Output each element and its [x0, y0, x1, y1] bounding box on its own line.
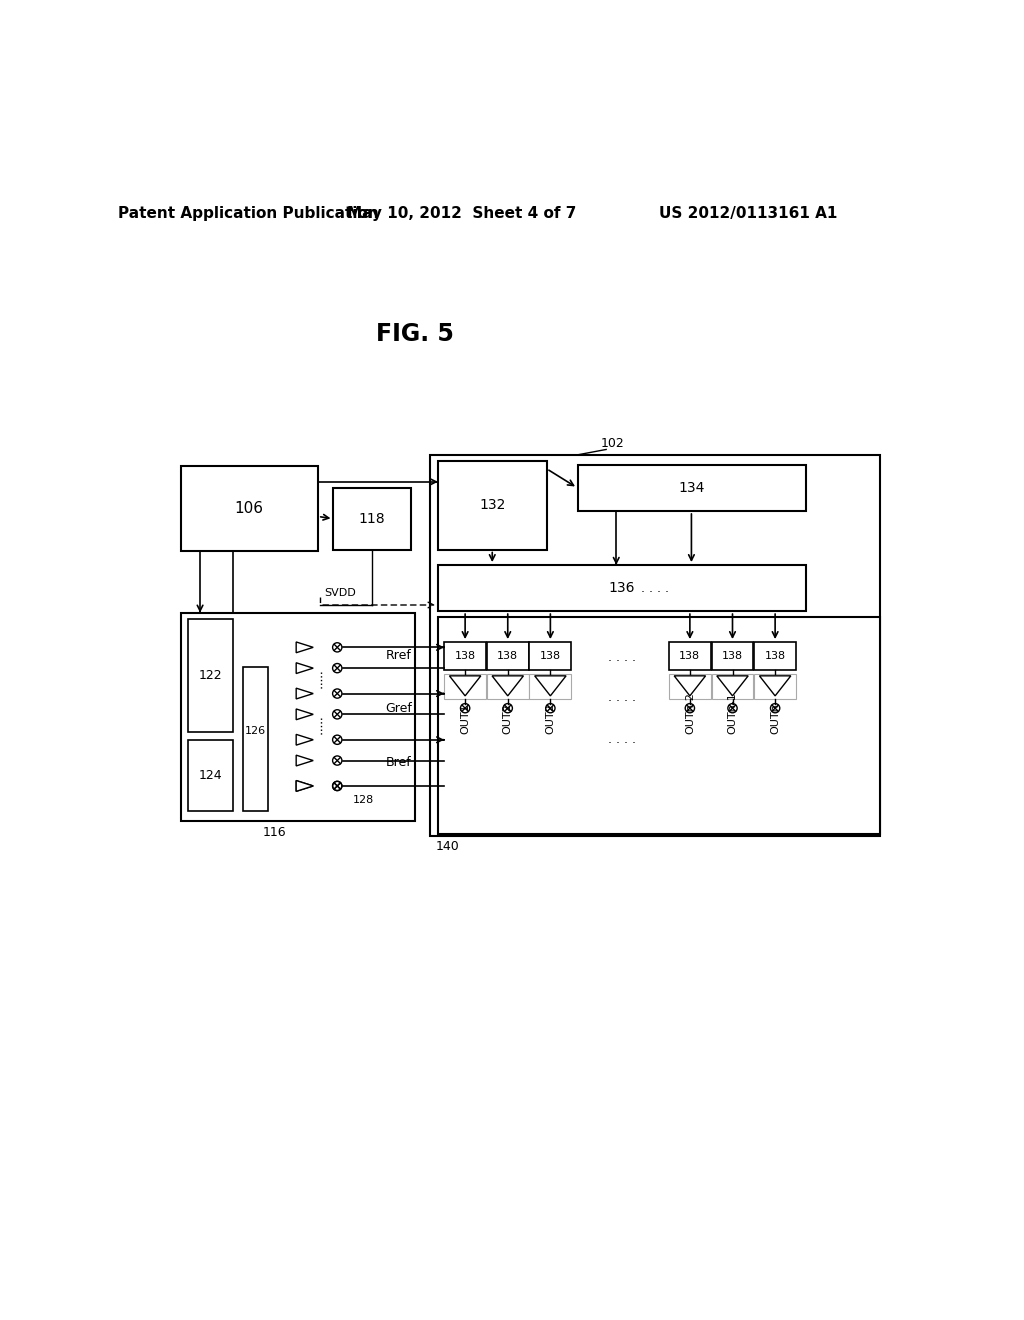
Bar — [180, 466, 317, 552]
Bar — [438, 618, 880, 834]
Text: . . . .: . . . . — [607, 690, 636, 704]
Text: FIG. 5: FIG. 5 — [376, 322, 454, 346]
Bar — [444, 642, 486, 671]
Text: 138: 138 — [455, 651, 476, 661]
Text: 140: 140 — [435, 840, 459, 853]
Polygon shape — [296, 734, 313, 744]
Polygon shape — [493, 676, 523, 696]
Polygon shape — [760, 676, 791, 696]
Text: 136: 136 — [608, 581, 635, 595]
Polygon shape — [535, 676, 566, 696]
Bar — [188, 739, 232, 812]
Text: US 2012/0113161 A1: US 2012/0113161 A1 — [658, 206, 838, 222]
Text: 126: 126 — [245, 726, 265, 737]
Bar — [529, 642, 571, 671]
Text: 118: 118 — [358, 512, 385, 525]
Text: . . . .: . . . . — [607, 733, 636, 746]
Bar — [755, 675, 796, 700]
Bar — [334, 488, 411, 549]
Text: SVDD: SVDD — [324, 587, 355, 598]
Polygon shape — [296, 663, 313, 673]
Bar — [486, 675, 528, 700]
Bar — [712, 675, 754, 700]
Text: . . . .: . . . . — [607, 651, 636, 664]
Bar — [180, 612, 415, 821]
Text: Bref: Bref — [385, 756, 411, 770]
Text: 132: 132 — [479, 498, 506, 512]
Text: 138: 138 — [679, 651, 700, 661]
Bar — [755, 642, 796, 671]
Text: 122: 122 — [199, 668, 222, 681]
Bar — [188, 619, 232, 733]
Bar — [578, 465, 806, 511]
Text: Gref: Gref — [385, 702, 413, 715]
Text: . . . .: . . . . — [641, 582, 669, 594]
Text: 124: 124 — [199, 768, 222, 781]
Polygon shape — [450, 676, 481, 696]
Bar — [669, 675, 711, 700]
Text: Patent Application Publication: Patent Application Publication — [118, 206, 379, 222]
Text: OUTn-1: OUTn-1 — [727, 693, 737, 734]
Text: May 10, 2012  Sheet 4 of 7: May 10, 2012 Sheet 4 of 7 — [346, 206, 575, 222]
Bar — [486, 642, 528, 671]
Text: 116: 116 — [263, 826, 287, 840]
Polygon shape — [674, 676, 706, 696]
Text: 138: 138 — [722, 651, 743, 661]
Polygon shape — [296, 709, 313, 719]
Text: 128: 128 — [352, 795, 374, 805]
Text: Rref: Rref — [385, 648, 412, 661]
Text: 138: 138 — [540, 651, 561, 661]
Polygon shape — [296, 642, 313, 653]
Text: OUT2: OUT2 — [546, 704, 555, 734]
Text: OUTn-2: OUTn-2 — [685, 693, 695, 734]
Text: 134: 134 — [678, 480, 705, 495]
Polygon shape — [296, 755, 313, 766]
Text: OUT2: OUT2 — [503, 704, 513, 734]
Polygon shape — [296, 780, 313, 792]
Text: OUTn: OUTn — [770, 704, 780, 734]
Bar — [669, 642, 711, 671]
Bar — [430, 455, 880, 836]
Bar — [529, 675, 571, 700]
Bar — [444, 675, 486, 700]
Polygon shape — [717, 676, 749, 696]
Bar — [712, 642, 754, 671]
Text: 106: 106 — [234, 502, 263, 516]
Text: 102: 102 — [600, 437, 625, 450]
Text: 138: 138 — [765, 651, 785, 661]
Text: OUT1: OUT1 — [460, 704, 470, 734]
Text: 138: 138 — [498, 651, 518, 661]
Polygon shape — [296, 688, 313, 700]
Bar — [243, 667, 267, 812]
Bar — [438, 461, 547, 549]
Bar — [438, 565, 806, 611]
Polygon shape — [296, 780, 313, 792]
